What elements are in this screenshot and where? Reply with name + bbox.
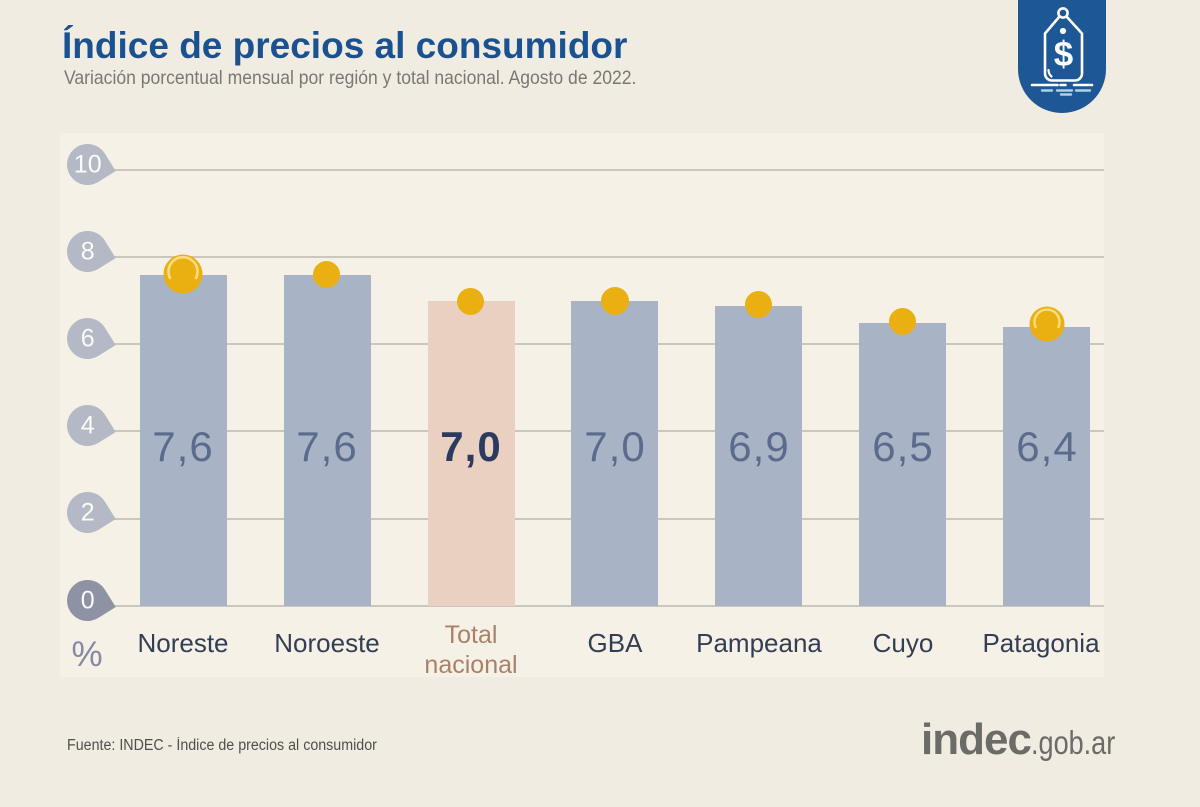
svg-text:$: $ (1054, 35, 1073, 74)
